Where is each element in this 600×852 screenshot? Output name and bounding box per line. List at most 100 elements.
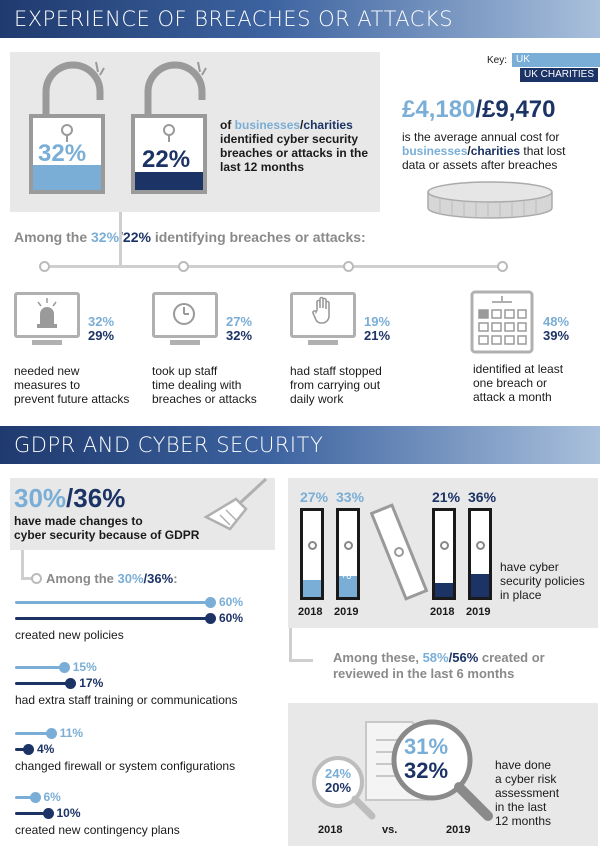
monitor-icon-2: [152, 292, 218, 338]
item-4-desc-line: identified at least: [473, 362, 564, 376]
section-banner-gdpr: GDPR AND CYBER SECURITY: [0, 426, 600, 464]
risk-business-2019: 31%: [404, 734, 449, 759]
bar-charity: [15, 748, 28, 751]
tilted-tube-icon: [370, 503, 429, 601]
timeline-dot-3: [343, 261, 354, 272]
bar-business: [15, 796, 35, 799]
item-3-desc-line: from carrying out: [290, 378, 381, 392]
policies-year-2019-business: 2019: [334, 606, 359, 618]
tube-charity-2018: [432, 508, 456, 600]
item-4-desc-line: attack a month: [473, 390, 552, 404]
risk-year-2019: 2019: [446, 824, 471, 836]
timeline-dot-4: [497, 261, 508, 272]
item-3-desc-line: daily work: [290, 392, 344, 406]
identified-of: of: [220, 118, 235, 132]
risk-desc-line: have done: [495, 758, 552, 772]
among-suffix: identifying breaches or attacks:: [150, 229, 366, 245]
padlock-charity-icon: [131, 61, 207, 194]
monitor-icon-3: [290, 292, 356, 338]
gdpr-line1: have made changes to: [14, 514, 143, 528]
gdpr-connector-dot: [31, 573, 42, 584]
lock-business-pct: 32%: [38, 140, 87, 167]
coins-icon: [427, 181, 553, 219]
annual-cost-desc: is the average annual cost for businesse…: [402, 130, 592, 172]
gdpr-among-prefix: Among the: [46, 571, 118, 586]
item-3-charity-pct: 21%: [364, 328, 391, 343]
gdpr-among-suffix: :: [173, 571, 178, 586]
lock-charity-pct: 22%: [142, 146, 191, 173]
risk-desc-line: a cyber risk: [495, 772, 557, 786]
monitor-stand-2: [170, 340, 200, 345]
gdpr-changes-desc: have made changes to cyber security beca…: [14, 514, 199, 542]
tube-charity-2019: +15: [468, 508, 492, 600]
policies-year-2018-business: 2018: [298, 606, 323, 618]
gdpr-among-slash: /: [143, 571, 148, 586]
risk-vs: vs.: [382, 824, 398, 836]
among-charity: 22%: [122, 229, 151, 245]
gdpr-charity-pct: 36%: [73, 483, 126, 513]
policies-desc-line: in place: [500, 588, 542, 602]
gdpr-changes-pct: 30%/36%: [14, 483, 125, 514]
policies-business-2019: 33%: [336, 489, 365, 505]
reviewed-prefix: Among these,: [333, 650, 423, 665]
cost-charity: £9,470: [482, 96, 556, 123]
gdpr-connector-h: [21, 577, 33, 580]
magnifier-small-icon: [312, 756, 376, 820]
policies-year-2018-charity: 2018: [430, 606, 455, 618]
policies-desc-line: have cyber: [500, 560, 559, 574]
item-1-business-pct: 32%: [88, 314, 115, 329]
bar-charity-dot: [23, 744, 34, 755]
bar-charity-dot: [65, 678, 77, 689]
item-3-business-pct: 19%: [364, 314, 391, 329]
item-2-desc-line: took up staff: [152, 364, 218, 378]
among-breaches-heading: Among the 32%/22% identifying breaches o…: [14, 229, 366, 245]
risk-year-2018: 2018: [318, 824, 343, 836]
gdpr-among-business: 30%: [117, 571, 144, 586]
alarm-icon: [37, 298, 57, 328]
item-4-charity-pct: 39%: [543, 328, 570, 343]
policies-business-change: +6: [341, 571, 352, 581]
bar-charity-pct: 60%: [219, 611, 244, 625]
item-1-desc-line: prevent future attacks: [14, 392, 130, 406]
policies-charity-change: +15: [472, 566, 488, 576]
policies-desc-line: security policies: [500, 574, 585, 588]
reviewed-connector-h: [289, 659, 313, 662]
gdpr-business-pct: 30%: [14, 483, 67, 513]
identified-businesses: businesses: [234, 118, 301, 132]
cost-slash: /: [475, 96, 483, 123]
item-2-desc: took up staff time dealing with breaches…: [152, 364, 257, 406]
bar-desc: changed firewall or system configuration…: [15, 759, 236, 773]
gdpr-among-charity: 36%: [147, 571, 174, 586]
key-uk-charities: UK CHARITIES: [520, 68, 599, 82]
reviewed-suffix: created or: [478, 650, 545, 665]
bar-desc: had extra staff training or communicatio…: [15, 693, 238, 707]
gdpr-slash: /: [66, 483, 74, 513]
broom-icon: [203, 477, 268, 531]
risk-desc-line: assessment: [495, 786, 560, 800]
item-4-desc: identified at least one breach or attack…: [473, 362, 563, 404]
bar-charity-pct: 4%: [37, 742, 55, 756]
item-4-desc-line: one breach or: [473, 376, 548, 390]
cost-line3: data or assets after breaches: [402, 158, 558, 172]
bar-business: [15, 732, 51, 735]
risk-charity-2018: 20%: [325, 780, 352, 795]
cost-charities: charities: [470, 144, 521, 158]
reviewed-text: Among these, 58%/56% created or reviewed…: [333, 650, 545, 682]
bar-charity: [15, 682, 71, 685]
bar-desc: created new policies: [15, 628, 124, 642]
cost-slash2: /: [467, 144, 471, 158]
bar-business-dot: [45, 728, 57, 739]
item-2-desc-line: breaches or attacks: [152, 392, 257, 406]
bar-charity-pct: 10%: [56, 806, 81, 820]
item-2-business-pct: 27%: [226, 314, 253, 329]
item-1-desc: needed new measures to prevent future at…: [14, 364, 129, 406]
item-1-desc-line: measures to: [14, 378, 81, 392]
item-1-charity-pct: 29%: [88, 328, 115, 343]
risk-business-2018: 24%: [325, 766, 352, 781]
section-banner-breaches: EXPERIENCE OF BREACHES OR ATTACKS: [0, 0, 600, 38]
bar-desc: created new contingency plans: [15, 823, 180, 837]
reviewed-line2: reviewed in the last 6 months: [333, 666, 515, 681]
gdpr-among-heading: Among the 30%/36%:: [46, 571, 178, 586]
monitor-stand-3: [308, 340, 338, 345]
bar-charity: [15, 617, 210, 620]
